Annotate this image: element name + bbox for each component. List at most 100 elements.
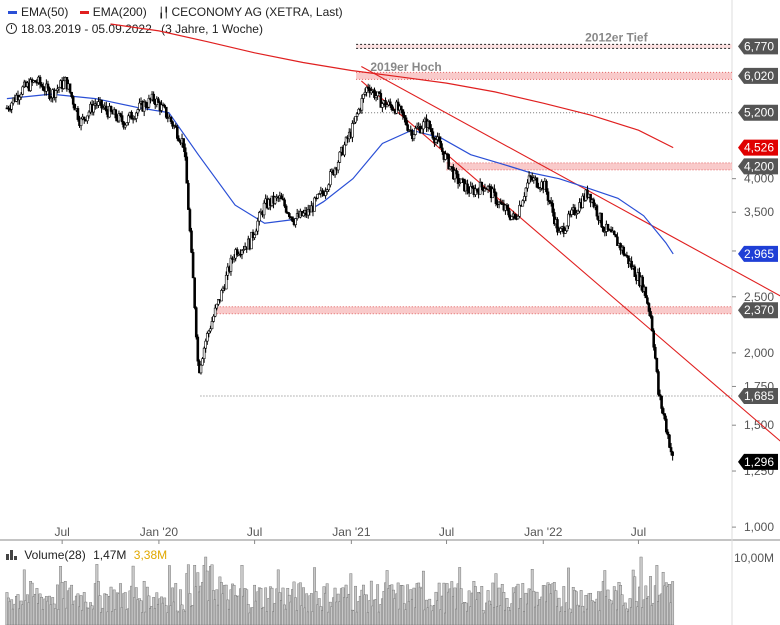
candle-body [576,210,580,214]
volume-bars: 10,00M [5,551,774,625]
price-label-box [738,38,778,55]
candle-body [317,193,321,195]
candle-body [384,100,387,108]
x-tick-label: Jul [439,525,454,539]
candle-body [283,199,286,207]
candle-body [559,228,562,232]
candle-body [622,246,626,256]
volume-label: Volume(28) [24,548,86,562]
candle-body [630,260,633,269]
candle-body [313,197,316,212]
price-label-box [738,302,778,319]
candle-body [363,91,367,95]
candle-body [660,395,663,409]
candle-body [374,95,378,98]
candle-body [193,277,196,308]
price-label-box [738,453,778,470]
candle-body [209,328,212,332]
volume-bar [567,567,570,625]
candle-body [302,212,305,217]
price-label-box [738,158,778,175]
candle-body [253,234,256,238]
candle-body [220,290,223,302]
x-tick-label: Jan '22 [524,525,563,539]
candle-body [108,105,111,118]
candle-body [619,243,622,251]
candle-body [422,121,425,130]
candle-body [46,83,50,89]
level-band [216,306,732,314]
volume-bar [298,582,302,625]
legend-ema50-label: EMA(50) [21,5,69,19]
candle-body [258,212,261,222]
candle-body [62,80,66,89]
candle-body [8,108,12,111]
candle-body [360,98,364,111]
volume-bar [639,556,643,625]
candle-body [254,230,258,236]
price-label-text: 6,770 [744,39,774,53]
candle-body [529,175,532,178]
chart-annotation: 2019er Hoch [370,60,441,74]
candle-body [262,202,266,216]
candle-body [650,316,654,332]
candle-body [366,86,370,89]
x-tick-label: Jan '21 [332,525,371,539]
volume-bar [56,584,59,625]
candle-body [381,103,384,108]
volume-bar [240,565,244,625]
candle-body [658,394,662,397]
volume-bar [421,570,425,625]
volume-bar [671,581,675,625]
candle-body [647,303,651,312]
candle-body [171,121,174,127]
candle-body [535,177,539,188]
candle-body [199,364,203,374]
candle-body [182,138,185,149]
candle-body [280,195,283,200]
chart-legend: EMA(50) EMA(200) ╽╿ CECONOMY AG (XETRA, … [8,5,351,19]
candle-body [668,434,671,448]
candle-body [518,205,521,217]
legend-title: ╽╿ CECONOMY AG (XETRA, Last) [158,5,343,19]
x-tick-label: Jul [631,525,646,539]
candle-body [327,184,331,191]
candle-body [450,166,454,168]
candle-body [185,156,189,184]
candle-body [545,180,548,193]
candle-body [431,131,435,139]
candle-body [54,90,58,98]
volume-bar [63,581,67,625]
candle-body [194,307,198,338]
candle-body [286,212,290,214]
candle-body [400,105,403,110]
candle-body [294,218,297,225]
price-label-text: 6,020 [744,69,774,83]
candle-body [510,216,514,220]
candle-body [434,139,438,143]
series-line-ema-50- [6,93,674,255]
y-tick-label: 2,000 [744,346,774,360]
candle-body [401,109,405,116]
candle-body [575,213,578,215]
candle-body [474,188,477,195]
y-tick-label: 4,000 [744,172,774,186]
candle-body [507,208,510,216]
candle-body [601,226,605,232]
candle-body [469,186,473,194]
price-label-box [738,139,778,156]
candle-body [556,219,559,233]
candle-body [428,120,431,129]
candle-body [235,249,239,256]
candle-body [152,93,155,102]
volume-bar [205,570,209,625]
candle-body [415,127,419,129]
candle-body [633,266,637,277]
candle-body [109,105,113,112]
candle-body [224,274,228,290]
volume-value-highlight: 3,38M [133,548,168,562]
volume-bar [376,584,380,625]
candle-body [527,175,531,184]
candle-body [123,124,127,128]
level-band [356,44,732,49]
